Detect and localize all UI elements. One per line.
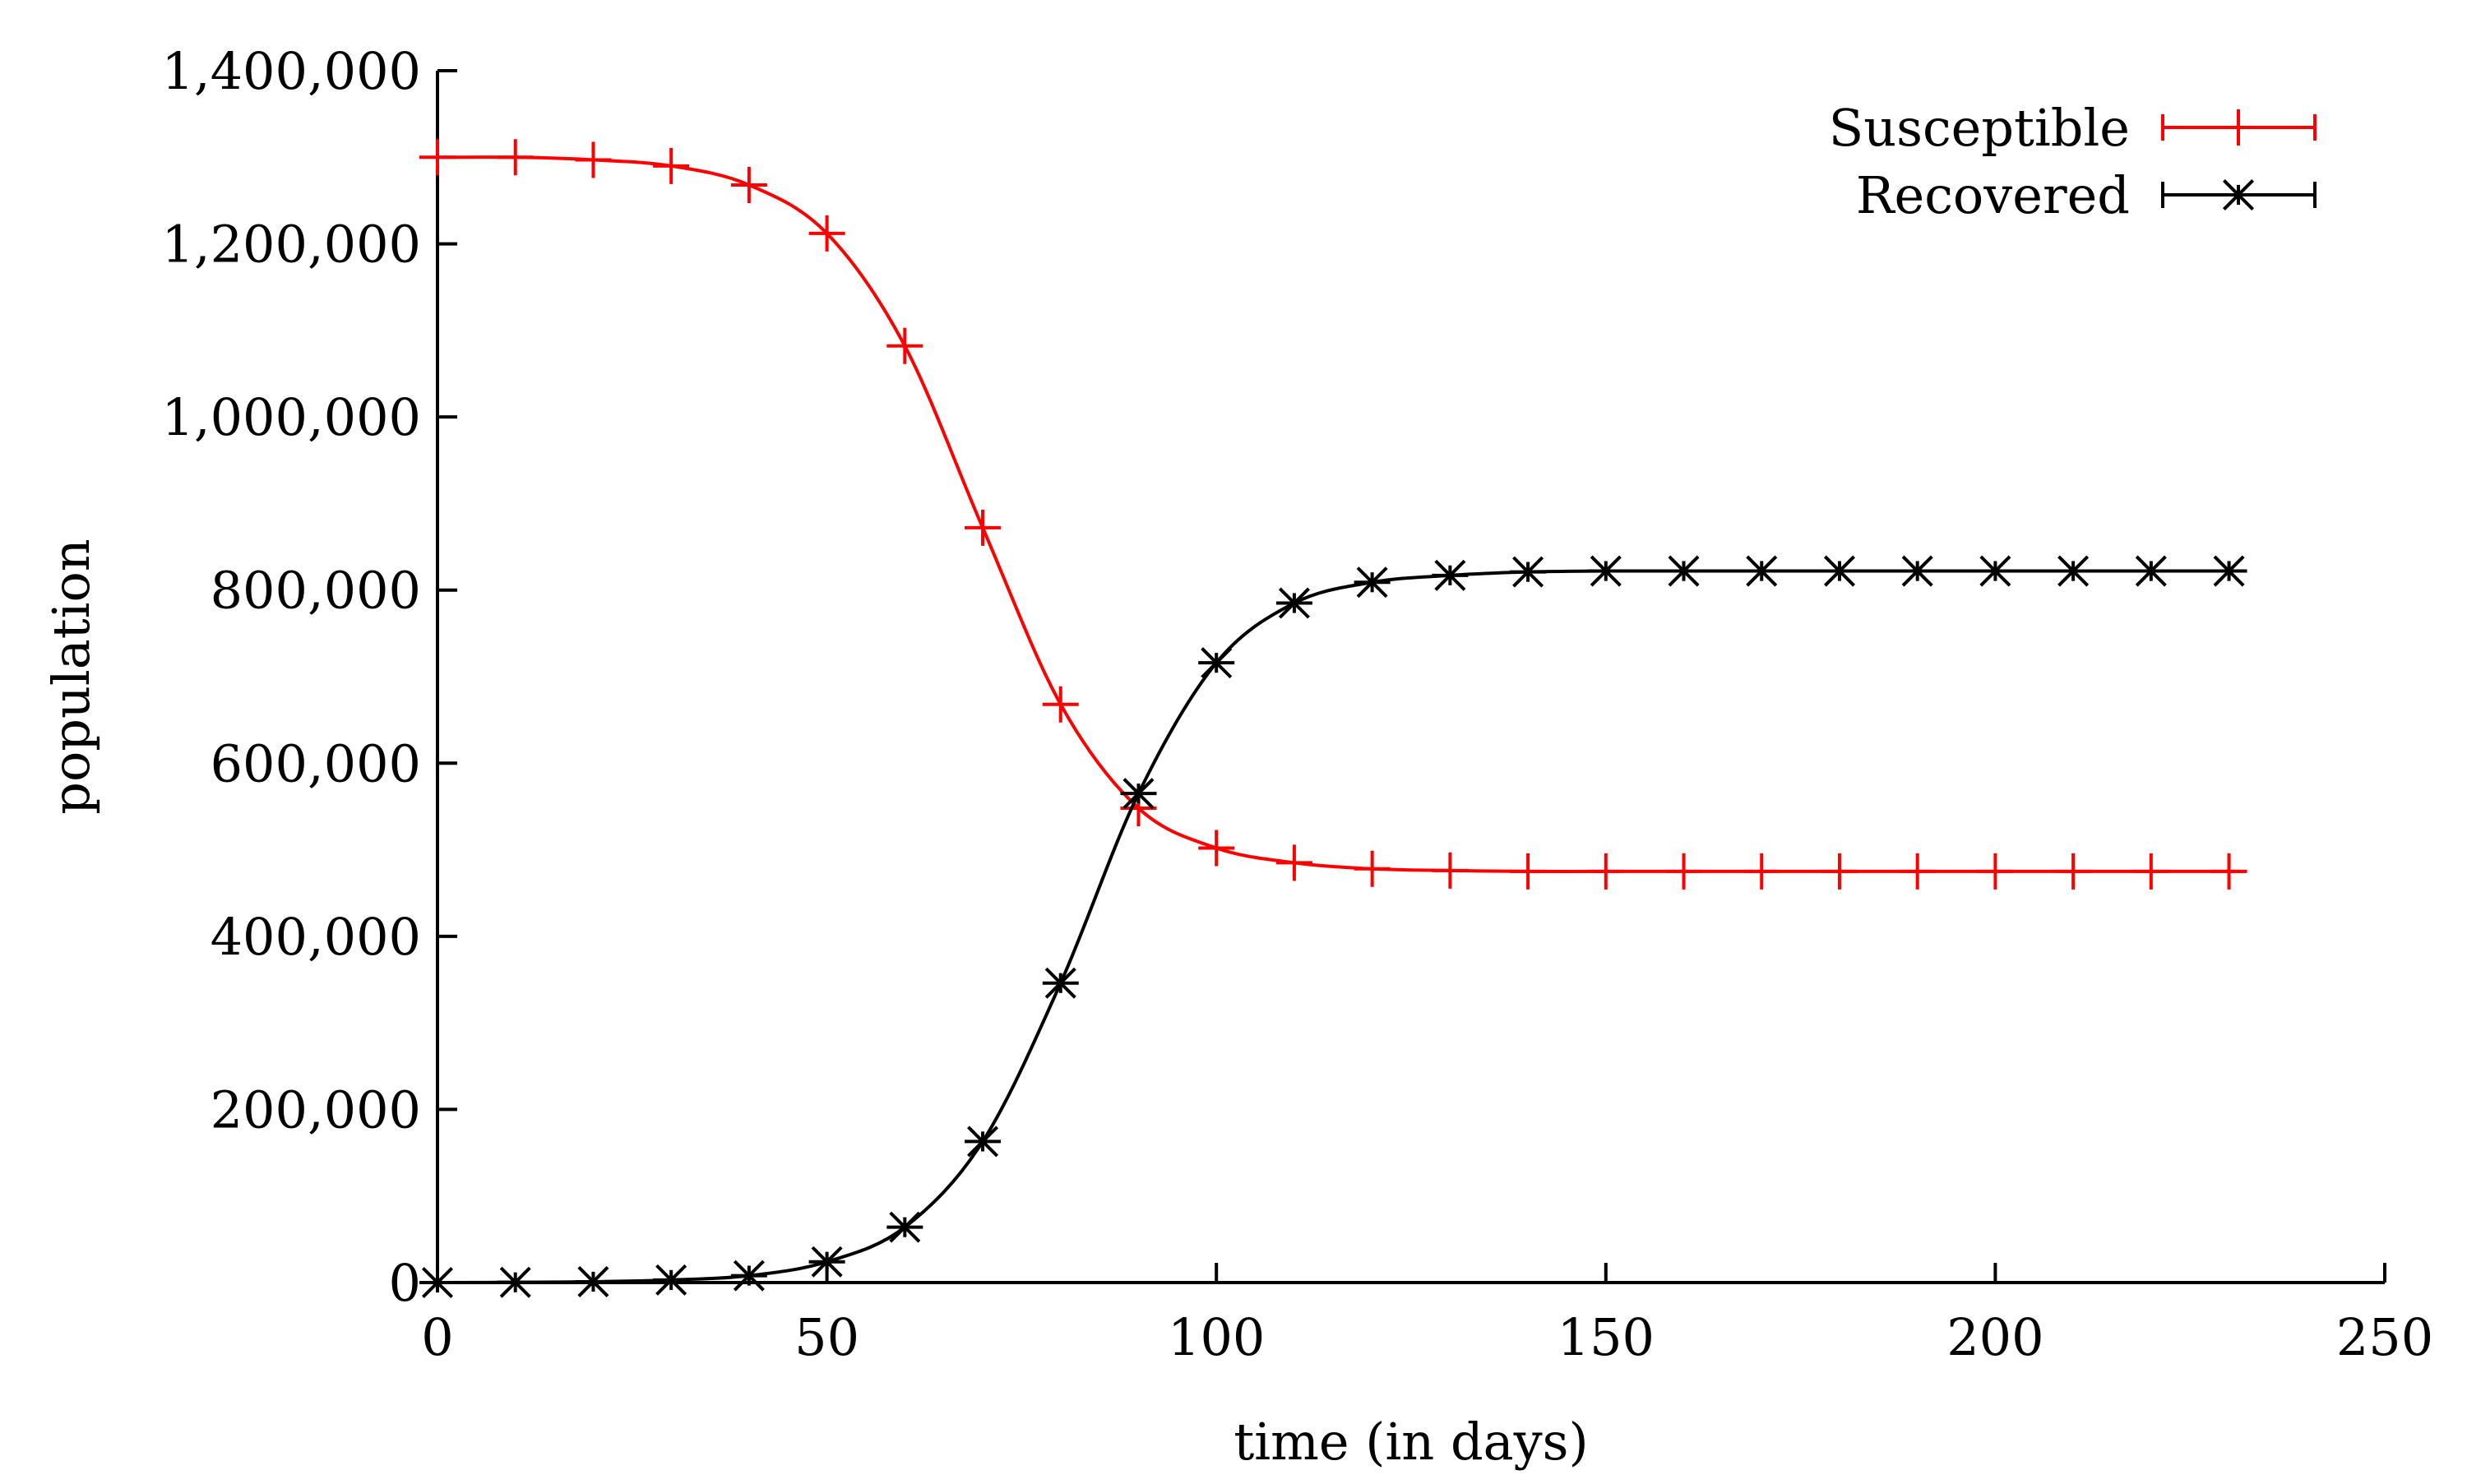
y-tick-label: 400,000 (211, 907, 421, 967)
axes: 0 50 100 150 200 250 0 200,000 400,000 600,000 800… (161, 41, 2433, 1367)
data-point-recovered (419, 1266, 456, 1299)
data-point-susceptible (497, 139, 534, 176)
data-point-recovered (1432, 559, 1469, 591)
legend-marker-recovered (2220, 178, 2256, 211)
data-point-recovered (2210, 555, 2247, 587)
data-point-susceptible (1198, 830, 1235, 867)
data-point-susceptible (1510, 853, 1547, 890)
y-axis-title: population (41, 539, 101, 814)
y-tick-label: 200,000 (211, 1079, 421, 1140)
data-point-recovered (1587, 555, 1624, 587)
data-point-susceptible (730, 166, 767, 203)
data-point-recovered (886, 1211, 923, 1243)
y-tick-label: 800,000 (211, 561, 421, 621)
data-point-susceptible (2055, 853, 2092, 890)
data-point-susceptible (1665, 853, 1702, 890)
data-point-susceptible (1587, 853, 1624, 890)
x-tick-label: 100 (1168, 1307, 1265, 1367)
data-point-recovered (1042, 967, 1079, 999)
x-tick-label: 250 (2336, 1307, 2433, 1367)
data-point-recovered (730, 1260, 767, 1292)
data-point-recovered (1821, 555, 1858, 587)
x-tick-label: 0 (421, 1307, 453, 1367)
data-point-susceptible (1743, 853, 1780, 890)
x-tick-label: 150 (1557, 1307, 1655, 1367)
y-tick-label: 1,400,000 (161, 41, 421, 101)
series-susceptible (419, 139, 2247, 890)
data-point-recovered (1743, 555, 1780, 587)
data-point-susceptible (1354, 850, 1391, 887)
data-point-recovered (2132, 555, 2169, 587)
data-point-recovered (1510, 556, 1547, 588)
legend-marker-susceptible (2220, 109, 2256, 146)
data-point-susceptible (1977, 853, 2014, 890)
data-point-recovered (1665, 555, 1702, 587)
x-tick-label: 200 (1946, 1307, 2043, 1367)
series-layer (419, 139, 2247, 1299)
data-point-susceptible (965, 509, 1002, 546)
data-point-recovered (497, 1266, 534, 1298)
x-axis-title: time (in days) (1234, 1412, 1588, 1472)
data-point-susceptible (2132, 853, 2169, 890)
data-point-recovered (575, 1265, 612, 1297)
y-tick-label: 1,000,000 (161, 387, 421, 447)
data-point-recovered (808, 1246, 845, 1278)
data-point-susceptible (1275, 844, 1312, 881)
data-point-susceptible (1042, 686, 1079, 723)
data-point-susceptible (808, 215, 845, 252)
data-point-susceptible (653, 147, 690, 184)
series-line-susceptible (437, 155, 2245, 873)
x-tick-label: 50 (794, 1307, 859, 1367)
y-tick-label: 1,200,000 (161, 215, 421, 275)
data-point-recovered (1899, 555, 1936, 587)
legend-item-recovered: Recovered (1856, 165, 2317, 225)
legend-label: Recovered (1856, 165, 2130, 225)
data-point-susceptible (1899, 853, 1936, 890)
series-line-recovered (437, 569, 2245, 1284)
legend: Susceptible Recovered (1829, 98, 2317, 225)
data-point-recovered (1275, 587, 1312, 619)
legend-label: Susceptible (1829, 98, 2130, 158)
y-tick-label: 0 (389, 1253, 421, 1313)
data-point-recovered (2055, 555, 2092, 587)
data-point-susceptible (1432, 852, 1469, 889)
data-point-recovered (653, 1264, 690, 1296)
data-point-recovered (1977, 555, 2014, 587)
y-tick-label: 600,000 (211, 733, 421, 793)
data-point-susceptible (2210, 853, 2247, 890)
data-point-susceptible (419, 139, 456, 176)
series-recovered (419, 555, 2247, 1299)
data-point-susceptible (886, 327, 923, 364)
data-point-susceptible (575, 141, 612, 178)
legend-item-susceptible: Susceptible (1829, 98, 2317, 158)
data-point-recovered (1354, 566, 1391, 599)
data-point-recovered (1120, 778, 1157, 810)
data-point-recovered (965, 1126, 1002, 1158)
data-point-recovered (1198, 647, 1235, 679)
data-point-susceptible (1821, 853, 1858, 890)
